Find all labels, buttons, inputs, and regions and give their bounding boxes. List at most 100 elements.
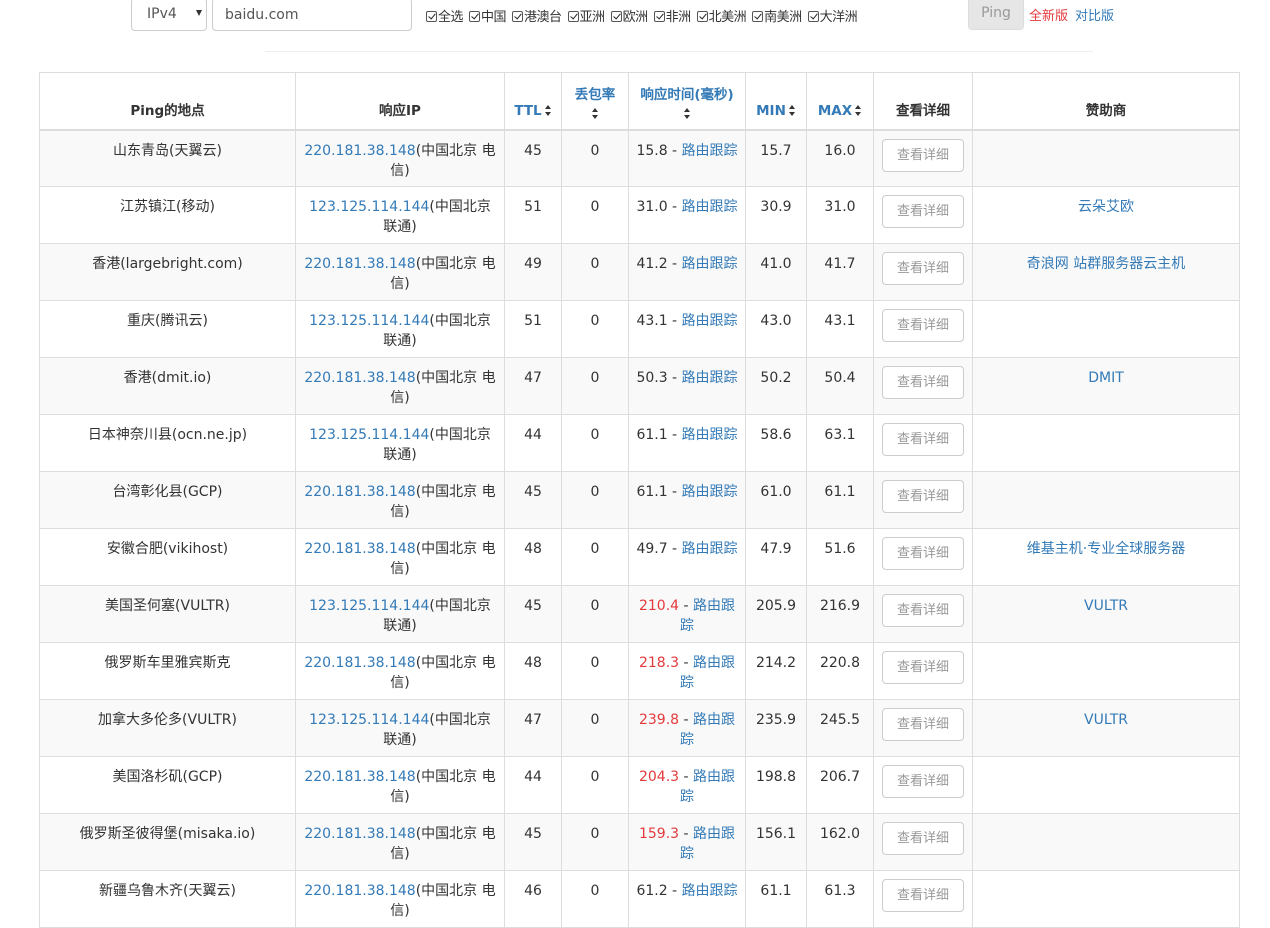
- location-text: 香港(largebright.com): [92, 256, 243, 272]
- ip-link[interactable]: 220.181.38.148: [304, 883, 416, 899]
- checkbox-checked-icon[interactable]: [426, 11, 437, 22]
- view-detail-button[interactable]: 查看详细: [882, 651, 964, 684]
- ip-link[interactable]: 123.125.114.144: [309, 313, 430, 329]
- header-max[interactable]: MAX: [806, 72, 874, 131]
- location-text: 山东青岛(天翼云): [113, 142, 222, 159]
- ip-link[interactable]: 220.181.38.148: [304, 769, 416, 785]
- region-checkbox[interactable]: 非洲: [653, 6, 691, 25]
- checkbox-checked-icon[interactable]: [752, 11, 764, 22]
- trace-route-link[interactable]: 路由跟踪: [681, 256, 738, 272]
- view-detail-button[interactable]: 查看详细: [882, 594, 964, 627]
- ttl-cell: 51: [504, 186, 562, 244]
- rt-cell: 43.1 - 路由跟踪: [628, 300, 746, 358]
- region-checkbox[interactable]: 港澳台: [512, 6, 562, 25]
- region-checkbox[interactable]: 全选: [426, 6, 464, 25]
- checkbox-checked-icon[interactable]: [610, 11, 622, 22]
- ip-cell: 220.181.38.148(中国北京 电信): [295, 243, 505, 301]
- chevron-down-icon: [196, 10, 202, 16]
- ip-cell: 220.181.38.148(中国北京 电信): [295, 870, 505, 928]
- trace-route-link[interactable]: 路由跟踪: [681, 370, 738, 386]
- region-checkbox[interactable]: 欧洲: [610, 6, 648, 25]
- header-rt[interactable]: 响应时间(毫秒): [628, 72, 746, 131]
- checkbox-checked-icon[interactable]: [567, 11, 579, 22]
- sponsor-link[interactable]: 奇浪网 站群服务器云主机: [1026, 256, 1186, 272]
- ip-link[interactable]: 220.181.38.148: [304, 484, 416, 500]
- region-checkbox[interactable]: 南美洲: [752, 6, 802, 25]
- trace-route-link[interactable]: 路由跟踪: [680, 826, 736, 862]
- view-detail-button[interactable]: 查看详细: [882, 480, 964, 513]
- view-detail-button[interactable]: 查看详细: [882, 138, 964, 172]
- loss-cell: 0: [561, 357, 629, 415]
- region-checkbox[interactable]: 中国: [469, 6, 507, 25]
- min-cell: 30.9: [745, 186, 807, 244]
- table-row: 香港(largebright.com) 220.181.38.148(中国北京 电…: [39, 243, 1240, 301]
- trace-route-link[interactable]: 路由跟踪: [680, 769, 736, 805]
- sponsor-link[interactable]: 维基主机·专业全球服务器: [1026, 541, 1186, 557]
- trace-route-link[interactable]: 路由跟踪: [680, 598, 736, 634]
- loss-cell: 0: [561, 471, 629, 529]
- max-cell: 61.1: [806, 471, 874, 529]
- ping-button[interactable]: Ping: [968, 0, 1024, 30]
- view-detail-button[interactable]: 查看详细: [882, 822, 964, 855]
- ip-location-text: (中国北京 联通): [383, 313, 491, 349]
- sponsor-link[interactable]: 云朵艾欧: [1078, 199, 1134, 215]
- view-detail-button[interactable]: 查看详细: [882, 195, 964, 228]
- domain-input[interactable]: [212, 0, 412, 31]
- ip-link[interactable]: 123.125.114.144: [309, 712, 430, 728]
- region-checkbox[interactable]: 北美洲: [696, 6, 747, 25]
- trace-route-link[interactable]: 路由跟踪: [681, 541, 738, 557]
- header-location: Ping的地点: [39, 72, 296, 131]
- header-loss-label: 丢包率: [574, 86, 616, 103]
- view-detail-button[interactable]: 查看详细: [882, 423, 964, 456]
- view-detail-button[interactable]: 查看详细: [882, 537, 964, 570]
- header-ttl[interactable]: TTL: [504, 72, 562, 131]
- checkbox-checked-icon[interactable]: [696, 11, 708, 22]
- new-version-link[interactable]: 全新版: [1029, 9, 1069, 24]
- ttl-cell: 48: [504, 642, 562, 700]
- region-checkbox[interactable]: 大洋洲: [807, 6, 858, 25]
- ip-link[interactable]: 220.181.38.148: [304, 142, 416, 159]
- ip-link[interactable]: 123.125.114.144: [309, 427, 430, 443]
- loss-value: 0: [590, 199, 600, 215]
- ip-link[interactable]: 220.181.38.148: [304, 541, 416, 557]
- sponsor-cell: [972, 813, 1240, 871]
- ip-link[interactable]: 220.181.38.148: [304, 370, 416, 386]
- ip-link[interactable]: 123.125.114.144: [309, 199, 430, 215]
- trace-route-link[interactable]: 路由跟踪: [681, 883, 738, 899]
- detail-cell: 查看详细: [873, 471, 973, 529]
- trace-route-link[interactable]: 路由跟踪: [680, 712, 736, 748]
- ip-version-select[interactable]: IPv4: [131, 0, 207, 31]
- checkbox-checked-icon[interactable]: [653, 11, 665, 22]
- header-min[interactable]: MIN: [745, 72, 807, 131]
- checkbox-checked-icon[interactable]: [512, 11, 524, 22]
- location-cell: 江苏镇江(移动): [39, 186, 296, 244]
- checkbox-checked-icon[interactable]: [807, 11, 819, 22]
- trace-route-link[interactable]: 路由跟踪: [681, 427, 738, 443]
- detail-cell: 查看详细: [873, 642, 973, 700]
- loss-value: 0: [590, 427, 600, 443]
- view-detail-button[interactable]: 查看详细: [882, 708, 964, 741]
- trace-route-link[interactable]: 路由跟踪: [681, 484, 738, 500]
- ip-link[interactable]: 220.181.38.148: [304, 826, 416, 842]
- view-detail-button[interactable]: 查看详细: [882, 765, 964, 798]
- trace-route-link[interactable]: 路由跟踪: [681, 199, 738, 215]
- view-detail-button[interactable]: 查看详细: [882, 879, 964, 912]
- ip-link[interactable]: 123.125.114.144: [309, 598, 430, 614]
- region-checkbox[interactable]: 亚洲: [567, 6, 605, 25]
- view-detail-button[interactable]: 查看详细: [882, 252, 964, 285]
- ip-link[interactable]: 220.181.38.148: [304, 655, 416, 671]
- view-detail-button[interactable]: 查看详细: [882, 366, 964, 399]
- response-time-value: 61.2: [636, 883, 668, 899]
- sponsor-link[interactable]: DMIT: [1088, 370, 1124, 386]
- checkbox-checked-icon[interactable]: [469, 11, 481, 22]
- ip-link[interactable]: 220.181.38.148: [304, 256, 416, 272]
- view-detail-button[interactable]: 查看详细: [882, 309, 964, 342]
- header-loss[interactable]: 丢包率: [561, 72, 629, 131]
- trace-route-link[interactable]: 路由跟踪: [680, 655, 736, 691]
- sponsor-link[interactable]: VULTR: [1084, 712, 1128, 728]
- trace-route-link[interactable]: 路由跟踪: [681, 313, 738, 329]
- ip-version-value: IPv4: [147, 6, 177, 22]
- sponsor-link[interactable]: VULTR: [1084, 598, 1128, 614]
- trace-route-link[interactable]: 路由跟踪: [681, 142, 738, 159]
- compare-version-link[interactable]: 对比版: [1075, 9, 1115, 24]
